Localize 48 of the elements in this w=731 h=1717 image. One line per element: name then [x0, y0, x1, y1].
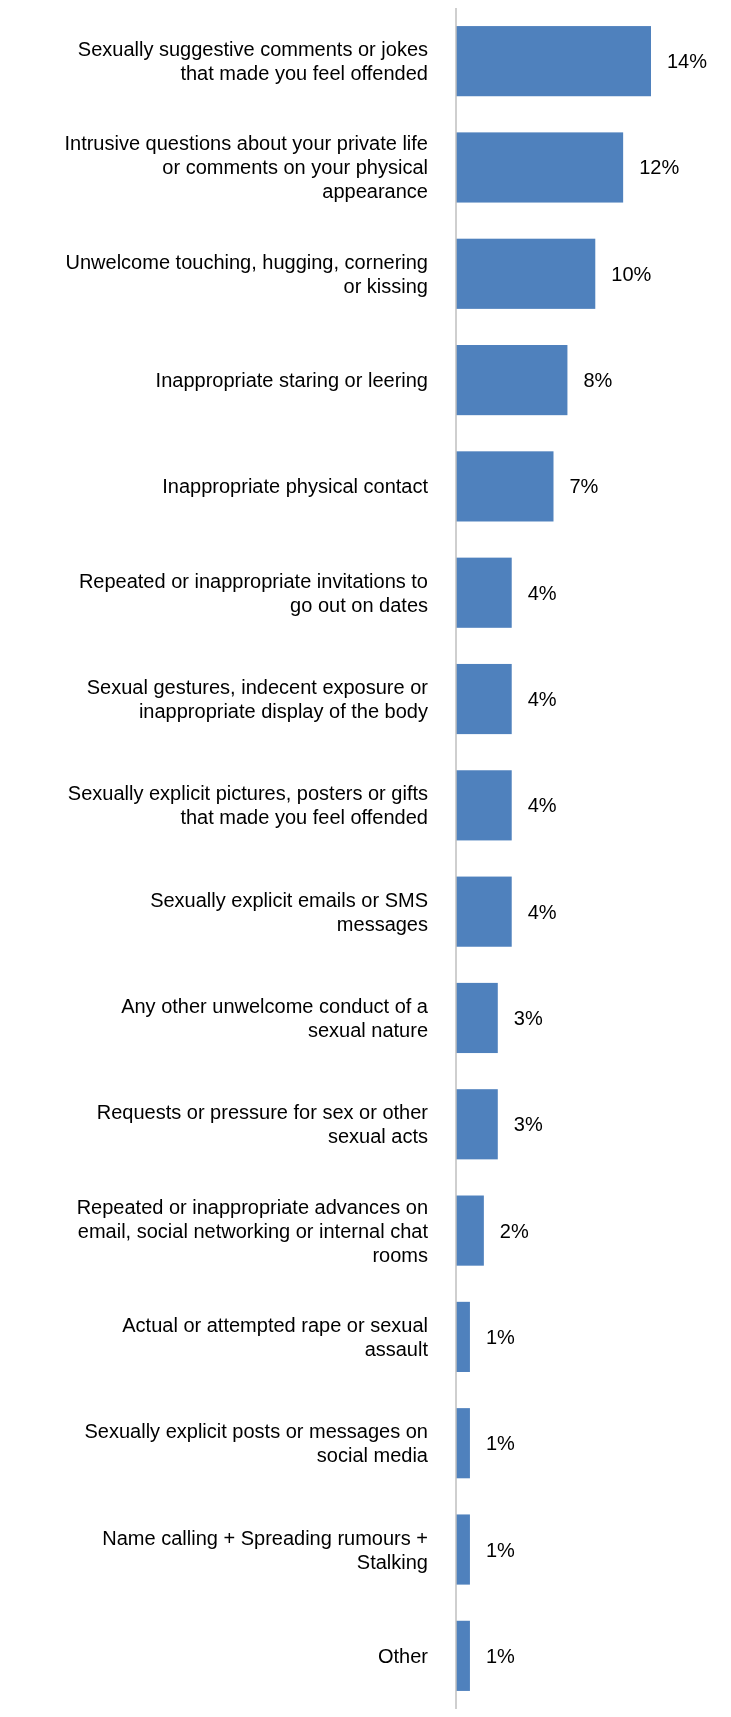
data-label: 12% — [639, 156, 680, 179]
y-tick-label: Repeated or inappropriate advances on email, social networking or internal chat rooms — [76, 1195, 429, 1266]
y-tick-label: Actual or attempted rape or sexual assault — [122, 1313, 429, 1360]
y-tick-label: Sexually explicit pictures, posters or gifts that made you feel offended — [67, 782, 428, 829]
data-label: 2% — [499, 1219, 529, 1242]
data-label: 4% — [527, 688, 557, 711]
data-label: 1% — [485, 1432, 516, 1455]
bar — [456, 982, 498, 1054]
data-label: 1% — [485, 1325, 516, 1348]
bar — [456, 132, 624, 203]
data-label: 4% — [527, 794, 557, 817]
bar — [456, 1408, 470, 1479]
bar — [456, 451, 554, 522]
data-label: 10% — [611, 262, 652, 285]
y-tick-label: Requests or pressure for sex or other sexual acts — [96, 1101, 429, 1148]
bar — [456, 1301, 470, 1372]
y-tick-label: Sexually suggestive comments or jokes that made you feel offended — [77, 38, 428, 85]
y-tick-label: Repeated or inappropriate invitations to go out on dates — [78, 569, 428, 616]
bar — [456, 663, 512, 735]
data-label: 8% — [583, 369, 613, 392]
bar — [456, 557, 512, 628]
data-label: 1% — [485, 1538, 516, 1561]
bar — [456, 26, 651, 97]
data-label: 4% — [527, 900, 557, 923]
bar — [456, 345, 568, 416]
data-label: 3% — [513, 1006, 543, 1029]
y-tick-label: Inappropriate physical contact — [162, 475, 429, 498]
bar — [456, 238, 596, 309]
bar — [456, 876, 512, 947]
data-label: 4% — [527, 581, 557, 604]
data-label: 7% — [569, 475, 599, 498]
y-tick-label: Intrusive questions about your private life or comments on your physical appearance — [64, 132, 428, 203]
bar — [456, 1620, 470, 1691]
data-label: 1% — [485, 1644, 516, 1667]
y-tick-label: Any other unwelcome conduct of a sexual nature — [121, 994, 429, 1041]
bar — [456, 1195, 484, 1266]
y-tick-label: Sexually explicit posts or messages on social media — [84, 1420, 429, 1467]
y-tick-label: Unwelcome touching, hugging, cornering or kissing — [65, 250, 428, 297]
bar — [456, 1089, 498, 1160]
y-tick-label: Other — [377, 1644, 429, 1667]
y-tick-label: Sexual gestures, indecent exposure or inappropriate display of the body — [86, 676, 429, 723]
bar — [456, 770, 512, 841]
y-tick-label: Inappropriate staring or leering — [155, 369, 428, 392]
y-tick-label: Name calling + Spreading rumours + Stalking — [102, 1526, 428, 1573]
y-tick-label: Sexually explicit emails or SMS messages — [150, 888, 428, 935]
bar — [456, 1514, 470, 1585]
data-label: 3% — [513, 1113, 543, 1136]
data-label: 14% — [667, 50, 708, 73]
